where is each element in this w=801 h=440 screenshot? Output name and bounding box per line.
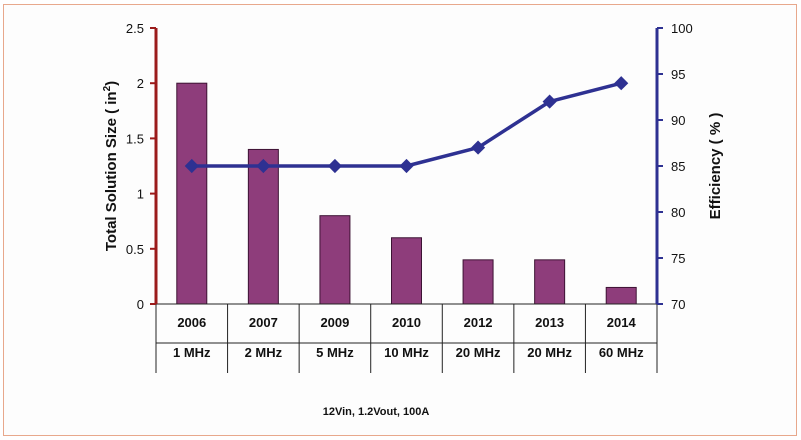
category-label: 2006 bbox=[177, 315, 206, 330]
frequency-label: 60 MHz bbox=[599, 345, 644, 360]
bar-2012 bbox=[462, 259, 494, 305]
left-axis-title-superscript: 2 bbox=[102, 85, 113, 91]
bars-layer bbox=[176, 82, 637, 305]
right-tick-label: 85 bbox=[671, 159, 685, 174]
bar-2013 bbox=[534, 259, 566, 305]
frequency-label: 2 MHz bbox=[245, 345, 283, 360]
left-axis-title-main: Total Solution Size ( in bbox=[103, 91, 120, 251]
frequency-label: 5 MHz bbox=[316, 345, 354, 360]
bar-2010 bbox=[391, 237, 422, 305]
frequency-label: 20 MHz bbox=[456, 345, 501, 360]
efficiency-point bbox=[399, 158, 414, 174]
bar-2006 bbox=[176, 82, 208, 305]
frequency-label: 10 MHz bbox=[384, 345, 429, 360]
efficiency-point bbox=[542, 94, 557, 109]
efficiency-point bbox=[614, 76, 629, 91]
left-tick-label: 1 bbox=[137, 187, 144, 202]
efficiency-point bbox=[256, 158, 271, 174]
frequency-label: 1 MHz bbox=[173, 345, 211, 360]
right-tick-label: 70 bbox=[671, 297, 685, 312]
efficiency-point bbox=[327, 158, 342, 174]
bar-2014 bbox=[605, 286, 637, 305]
frequency-label: 20 MHz bbox=[527, 345, 572, 360]
category-label: 2010 bbox=[392, 315, 421, 330]
axes-layer: 0 0.5 1 1.5 2 2.5 70 75 80 85 90 95 100 bbox=[126, 21, 693, 312]
right-tick-label: 75 bbox=[671, 251, 685, 266]
efficiency-point bbox=[471, 140, 486, 155]
left-axis-title-end: ) bbox=[103, 81, 120, 86]
left-tick-label: 0.5 bbox=[126, 242, 144, 257]
category-label: 2009 bbox=[320, 315, 349, 330]
right-axis-title: Efficiency ( % ) bbox=[707, 113, 724, 220]
right-tick-label: 90 bbox=[671, 113, 685, 128]
chart-frame: 2006 1 MHz 2007 2 MHz 2009 5 MHz 2010 10 MHz 201… bbox=[3, 4, 797, 436]
efficiency-line-layer bbox=[184, 76, 629, 174]
category-label: 2012 bbox=[464, 315, 493, 330]
left-tick-label: 2.5 bbox=[126, 21, 144, 36]
category-table: 2006 1 MHz 2007 2 MHz 2009 5 MHz 2010 10 MHz 201… bbox=[155, 303, 658, 373]
chart-note: 12Vin, 1.2Vout, 100A bbox=[323, 406, 430, 418]
left-tick-label: 0 bbox=[137, 297, 144, 312]
category-label: 2014 bbox=[607, 315, 637, 330]
right-tick-label: 100 bbox=[671, 21, 693, 36]
category-label: 2013 bbox=[535, 315, 564, 330]
bar-2007 bbox=[247, 148, 279, 305]
right-tick-label: 95 bbox=[671, 67, 685, 82]
left-axis-title: Total Solution Size ( in2) bbox=[102, 81, 120, 251]
efficiency-point bbox=[184, 158, 199, 174]
category-label: 2007 bbox=[249, 315, 278, 330]
left-tick-label: 2 bbox=[137, 76, 144, 91]
right-tick-label: 80 bbox=[671, 205, 685, 220]
left-tick-label: 1.5 bbox=[126, 131, 144, 146]
bar-2009 bbox=[319, 215, 351, 305]
